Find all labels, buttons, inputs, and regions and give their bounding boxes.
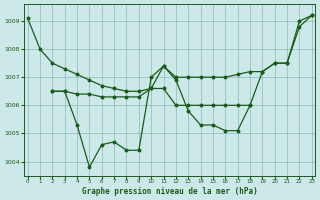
X-axis label: Graphe pression niveau de la mer (hPa): Graphe pression niveau de la mer (hPa): [82, 187, 258, 196]
